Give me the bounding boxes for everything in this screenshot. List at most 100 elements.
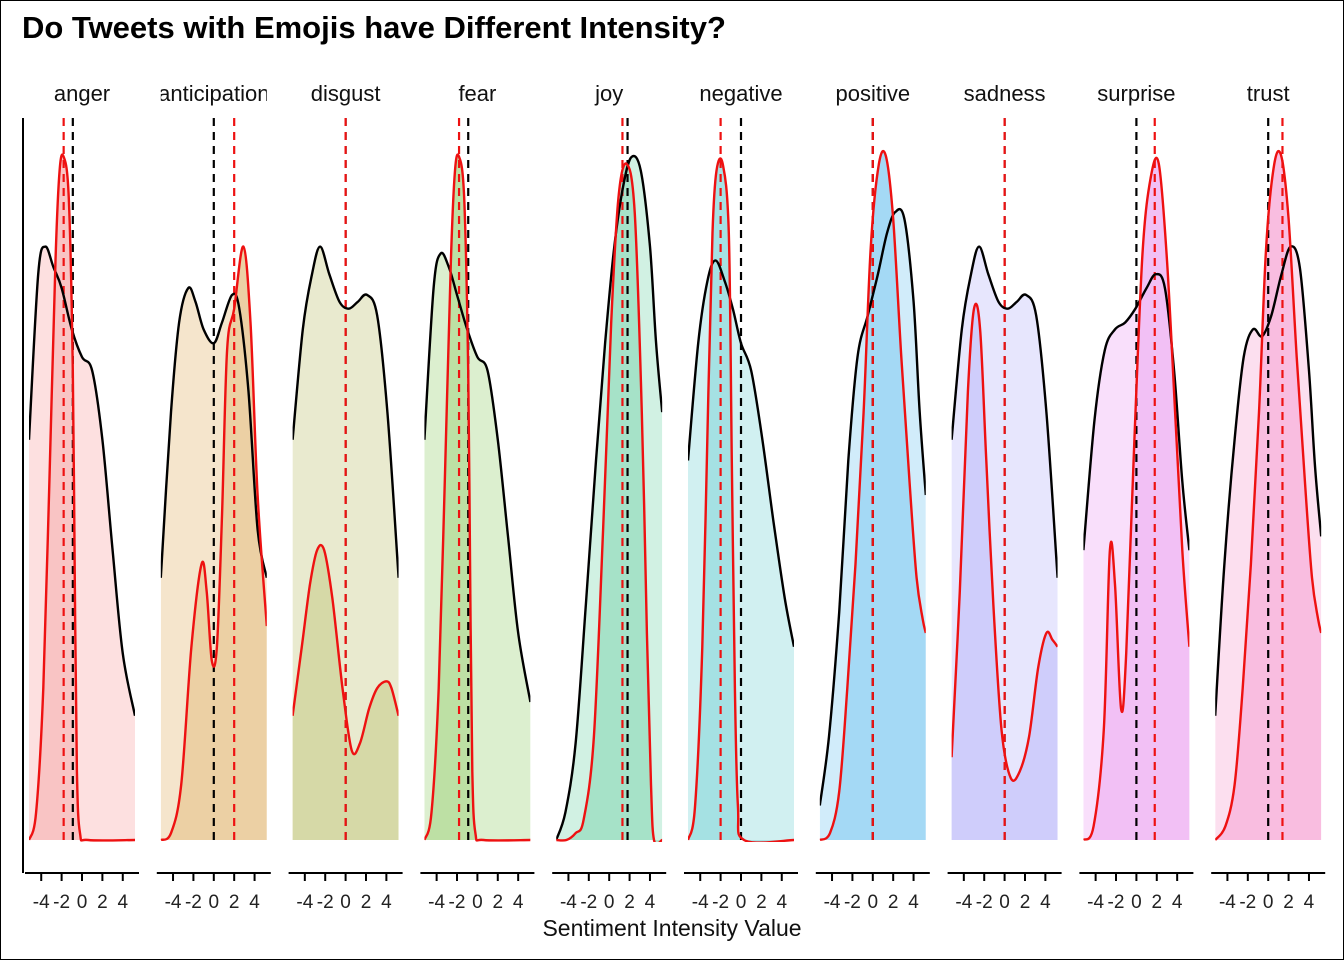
x-tick-label: 2 — [1283, 892, 1294, 913]
density-line-without-emoji — [951, 245, 1058, 578]
x-tick-label: -4 — [33, 892, 50, 913]
x-tick-label: -2 — [317, 892, 334, 913]
x-tick-label: 0 — [999, 892, 1010, 913]
facet-surprise: surprise -4 -2 0 2 4 — [1079, 81, 1194, 913]
density-area-with-emoji — [292, 545, 399, 840]
x-tick-label: 4 — [1172, 892, 1183, 913]
density-line-with-emoji — [292, 543, 399, 756]
density-area-with-emoji — [951, 303, 1058, 840]
x-tick-label: 0 — [736, 892, 747, 913]
x-tick-label: 2 — [97, 892, 108, 913]
density-line-with-emoji — [29, 153, 135, 842]
facet-sadness: sadness -4 -2 0 2 4 — [947, 81, 1062, 913]
density-line-with-emoji — [819, 149, 926, 842]
density-area-with-emoji — [688, 158, 794, 842]
x-tick-label: 0 — [1131, 892, 1142, 913]
density-line-with-emoji — [1083, 156, 1190, 842]
density-line-with-emoji — [1215, 149, 1322, 841]
x-tick-label: -2 — [185, 892, 202, 913]
density-line-with-emoji — [424, 153, 531, 842]
facet-label: positive — [836, 81, 911, 106]
x-tick-label: 2 — [624, 892, 635, 913]
x-tick-label: 0 — [77, 892, 88, 913]
facet-label: trust — [1247, 81, 1290, 106]
density-area-with-emoji — [29, 154, 135, 841]
facet-label: anger — [54, 81, 110, 106]
x-tick-label: -4 — [1219, 892, 1236, 913]
x-tick-label: -2 — [1108, 892, 1125, 913]
x-tick-label: 4 — [908, 892, 919, 913]
density-line-with-emoji — [160, 245, 267, 842]
density-line-without-emoji — [819, 207, 926, 806]
density-line-with-emoji — [951, 302, 1058, 782]
x-tick-label: -4 — [692, 892, 709, 913]
x-tick-label: 2 — [888, 892, 899, 913]
x-tick-label: 0 — [1263, 892, 1274, 913]
facet-label: surprise — [1097, 81, 1175, 106]
facet-positive: positive -4 -2 0 2 4 — [815, 81, 930, 913]
facet-joy: joy -4 -2 0 2 4 — [552, 81, 667, 913]
x-tick-label: 0 — [340, 892, 351, 913]
facet-label: fear — [458, 81, 496, 106]
x-tick-label: -4 — [296, 892, 313, 913]
facet-label: sadness — [964, 81, 1046, 106]
x-tick-label: -2 — [449, 892, 466, 913]
x-tick-label: 4 — [249, 892, 260, 913]
x-tick-label: 4 — [117, 892, 128, 913]
x-tick-label: -4 — [428, 892, 445, 913]
density-line-without-emoji — [29, 245, 135, 717]
x-tick-label: -2 — [976, 892, 993, 913]
facet-label: negative — [699, 81, 782, 106]
x-tick-label: 2 — [361, 892, 372, 913]
facet-label: joy — [594, 81, 623, 106]
x-tick-label: -4 — [560, 892, 577, 913]
x-tick-label: -2 — [844, 892, 861, 913]
x-tick-label: 2 — [229, 892, 240, 913]
x-tick-label: 2 — [492, 892, 503, 913]
x-tick-label: 0 — [868, 892, 879, 913]
facet-disgust: disgust -4 -2 0 2 4 — [288, 81, 403, 913]
facet-anger: anger -4 -2 0 2 4 — [25, 81, 139, 913]
facet-fear: fear -4 -2 0 2 4 — [420, 81, 535, 913]
x-tick-label: 4 — [645, 892, 656, 913]
density-line-without-emoji — [160, 286, 267, 579]
density-line-without-emoji — [292, 245, 399, 578]
x-tick-label: -4 — [1087, 892, 1104, 913]
density-line-without-emoji — [688, 259, 794, 648]
x-axis-title: Sentiment Intensity Value — [542, 915, 802, 941]
x-tick-label: -2 — [712, 892, 729, 913]
density-line-with-emoji — [556, 162, 663, 842]
x-tick-label: -4 — [824, 892, 841, 913]
density-line-without-emoji — [1215, 245, 1322, 716]
x-tick-label: -2 — [53, 892, 70, 913]
x-tick-label: 2 — [1151, 892, 1162, 913]
facet-anticipation: anticipation -4 -2 0 2 4 — [156, 81, 271, 913]
x-tick-label: 4 — [381, 892, 392, 913]
x-tick-label: 2 — [756, 892, 767, 913]
chart-title: Do Tweets with Emojis have Different Int… — [22, 10, 726, 45]
x-tick-label: 0 — [472, 892, 483, 913]
x-tick-label: -4 — [955, 892, 972, 913]
density-area-with-emoji — [160, 246, 267, 840]
density-area-with-emoji — [556, 163, 663, 842]
x-tick-label: -2 — [580, 892, 597, 913]
facet-label: disgust — [311, 81, 381, 106]
x-tick-label: 4 — [1304, 892, 1315, 913]
facet-label: anticipation — [158, 81, 269, 106]
x-tick-label: -4 — [165, 892, 182, 913]
x-tick-label: 0 — [604, 892, 615, 913]
x-tick-label: 4 — [513, 892, 524, 913]
density-line-with-emoji — [688, 157, 794, 842]
density-line-without-emoji — [1083, 272, 1190, 551]
x-tick-label: -2 — [1239, 892, 1256, 913]
x-tick-label: 2 — [1020, 892, 1031, 913]
density-area-with-emoji — [424, 154, 531, 841]
density-line-without-emoji — [424, 251, 531, 703]
facet-negative: negative -4 -2 0 2 4 — [684, 81, 798, 913]
facet-trust: trust -4 -2 0 2 4 — [1211, 81, 1326, 913]
x-tick-label: 4 — [776, 892, 787, 913]
density-line-without-emoji — [556, 154, 663, 841]
x-tick-label: 4 — [1040, 892, 1051, 913]
x-tick-label: 0 — [209, 892, 220, 913]
